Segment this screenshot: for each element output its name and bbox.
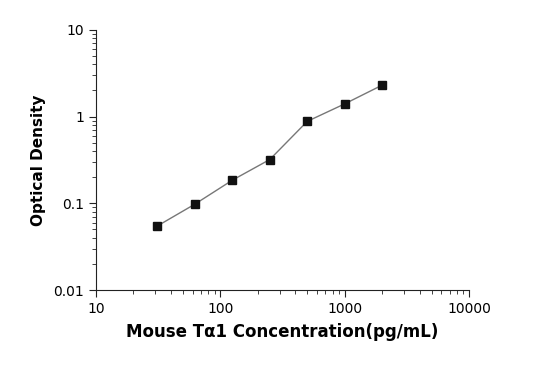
X-axis label: Mouse Tα1 Concentration(pg/mL): Mouse Tα1 Concentration(pg/mL): [126, 323, 439, 341]
Y-axis label: Optical Density: Optical Density: [31, 94, 46, 226]
